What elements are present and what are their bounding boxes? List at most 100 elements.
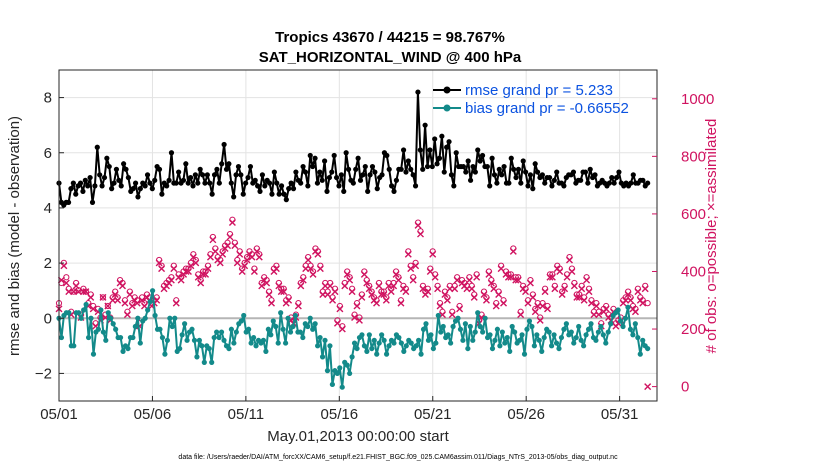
obs-assimilated-point [133, 299, 141, 307]
obs-assimilated-point [375, 282, 383, 290]
x-tick-label: 05/26 [507, 406, 545, 423]
bias-point [81, 307, 87, 313]
rmse-point [549, 183, 555, 189]
rmse-point [439, 133, 445, 139]
obs-assimilated-point [182, 267, 190, 275]
obs-assimilated-point [123, 311, 131, 319]
rmse-point [489, 155, 495, 161]
left-tick-label: 6 [44, 145, 52, 162]
obs-assimilated-point [233, 259, 241, 267]
rmse-point [257, 188, 263, 194]
bias-point [300, 334, 306, 341]
bias-point [98, 307, 104, 313]
rmse-point [393, 177, 400, 183]
obs-assimilated-cross [199, 270, 207, 278]
bias-point [145, 307, 151, 313]
rmse-point [123, 166, 129, 172]
obs-assimilated-cross [360, 270, 368, 278]
rmse-point [434, 161, 440, 167]
rmse-point [422, 122, 428, 128]
obs-assimilated-cross [167, 276, 175, 284]
bias-point [278, 310, 284, 316]
rmse-point [379, 172, 385, 178]
obs-assimilated-cross [544, 305, 552, 313]
obs-assimilated-point [363, 279, 371, 287]
obs-assimilated-cross [473, 273, 481, 281]
obs-assimilated-cross [119, 282, 127, 290]
rmse-point [525, 183, 531, 189]
obs-assimilated-cross [211, 247, 219, 255]
right-tick-label: 600 [681, 206, 706, 223]
rmse-point [451, 183, 457, 189]
obs-assimilated-point [258, 282, 266, 290]
bias-point [598, 323, 604, 330]
bias-point [233, 329, 239, 335]
bias-point [482, 315, 488, 321]
bias-point [524, 326, 530, 332]
bias-point [507, 348, 513, 354]
rmse-point [460, 163, 467, 170]
obs-assimilated-cross [402, 288, 410, 296]
obs-assimilated-cross [285, 296, 293, 304]
x-axis-ticks: 05/01 05/06 05/11 05/16 05/21 05/26 05/31 [40, 396, 638, 423]
bias-point [415, 337, 422, 343]
rmse-point [479, 152, 486, 159]
bias-point [337, 365, 343, 371]
obs-assimilated-point [429, 250, 437, 258]
bias-point [576, 323, 582, 330]
bias-point [519, 332, 525, 338]
obs-assimilated-point [253, 247, 261, 255]
rmse-point [587, 166, 593, 172]
obs-assimilated-cross [453, 276, 461, 284]
rmse-point [424, 163, 431, 170]
bias-point [448, 340, 454, 346]
left-tick-label: 4 [44, 200, 52, 217]
rmse-point [137, 186, 143, 192]
obs-assimilated-point [338, 325, 346, 333]
obs-assimilated-cross [429, 250, 437, 258]
rmse-point [183, 161, 189, 167]
obs-assimilated-point [224, 242, 232, 250]
obs-assimilated-point [82, 288, 90, 296]
obs-assimilated-point [79, 288, 87, 296]
bias-point [465, 345, 471, 352]
legend: rmse grand pr = 5.233 bias grand pr = -0… [433, 82, 629, 117]
rmse-point [144, 172, 151, 178]
bias-point [305, 323, 311, 330]
legend-bias-label: bias grand pr = -0.66552 [465, 100, 629, 117]
rmse-point [202, 180, 208, 186]
bias-point [319, 354, 326, 360]
obs-assimilated-cross [346, 276, 354, 284]
obs-assimilated-point [497, 265, 505, 273]
obs-assimilated-point [119, 282, 127, 290]
bias-point [196, 337, 202, 343]
bias-point [201, 359, 207, 365]
rmse-point [484, 163, 490, 170]
rmse-point [77, 180, 84, 186]
obs-assimilated-cross [395, 276, 403, 284]
bias-point [347, 370, 353, 377]
obs-assimilated-cross [248, 253, 256, 261]
obs-assimilated-point [565, 256, 573, 264]
rmse-point [130, 186, 136, 192]
bias-point [147, 299, 153, 305]
bias-point [95, 326, 102, 332]
obs-assimilated-cross [123, 311, 131, 319]
obs-assimilated-cross [277, 288, 285, 296]
bias-point [450, 323, 456, 330]
bias-point [231, 340, 237, 346]
rmse-point [467, 177, 474, 183]
rmse-point [68, 186, 74, 192]
rmse-point [113, 166, 120, 172]
obs-possible-point [104, 302, 111, 310]
bias-point [327, 343, 333, 349]
bias-point [563, 321, 569, 327]
bias-point [100, 329, 106, 335]
obs-assimilated-cross [380, 291, 388, 298]
obs-assimilated-cross [280, 288, 288, 296]
obs-assimilated-cross [631, 308, 639, 316]
obs-assimilated-point [509, 247, 517, 255]
bias-point [398, 340, 404, 346]
rmse-point [611, 180, 617, 186]
obs-assimilated-cross [241, 262, 249, 270]
